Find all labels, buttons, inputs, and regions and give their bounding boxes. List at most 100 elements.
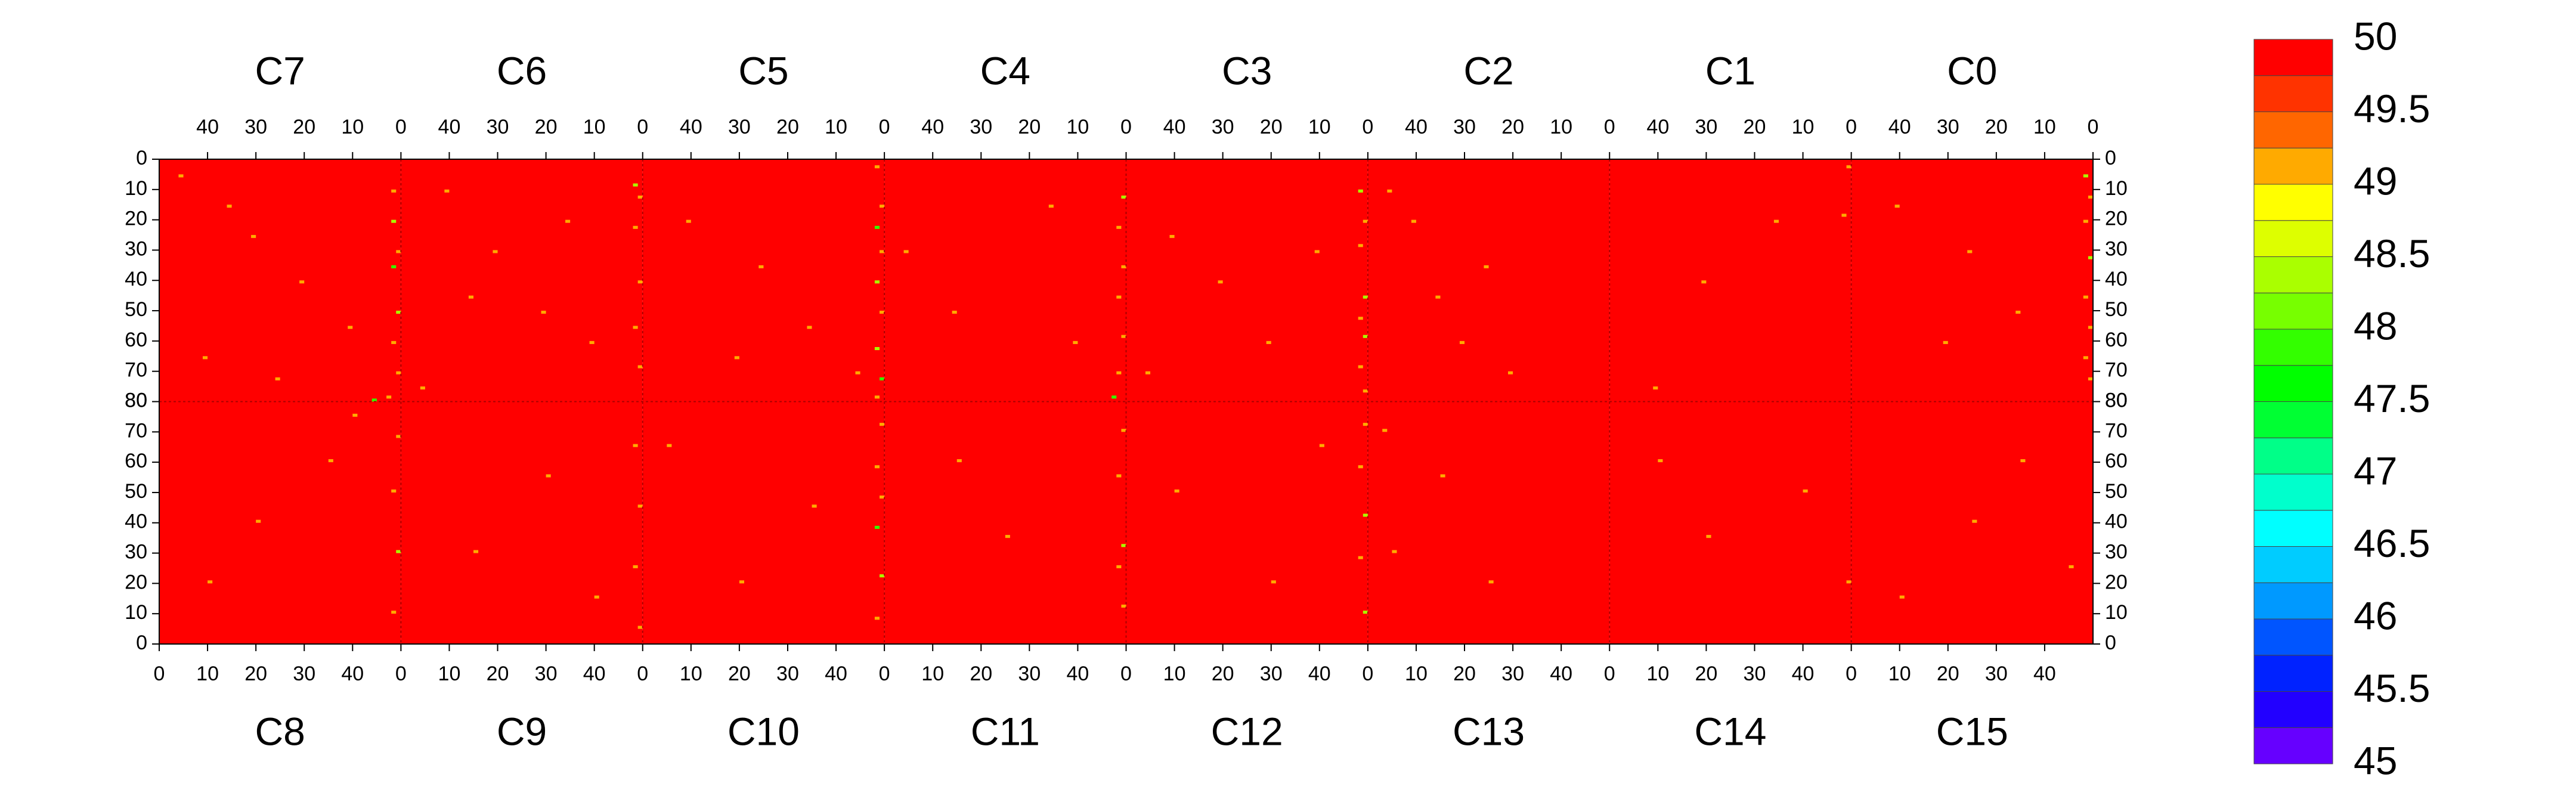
heat-cell [1121, 195, 1126, 199]
panel-background [159, 401, 401, 644]
heat-cell [396, 371, 401, 374]
heat-cell [874, 465, 880, 469]
panel-background [159, 159, 401, 402]
heat-cell [391, 219, 397, 223]
y-tick-label: 60 [2105, 329, 2128, 351]
y-tick-label: 40 [2105, 510, 2128, 533]
colorbar-band [2253, 401, 2333, 438]
panel-background [1367, 159, 1610, 402]
colorbar-label: 50 [2354, 14, 2397, 58]
panel-label: C11 [971, 709, 1040, 753]
heat-cell [1169, 235, 1175, 239]
y-tick-label: 60 [2105, 450, 2128, 472]
y-tick-label: 10 [125, 601, 147, 624]
y-tick-label: 80 [125, 389, 147, 411]
x-tick-label: 0 [1604, 116, 1615, 138]
heat-cell [1435, 295, 1441, 299]
panel-background [884, 159, 1126, 402]
x-tick-label: 20 [487, 662, 509, 685]
colorbar-label: 45 [2354, 738, 2397, 782]
x-tick-label: 30 [1744, 662, 1766, 685]
colorbar-band [2253, 546, 2333, 583]
y-tick-label: 40 [125, 510, 147, 533]
x-tick-label: 30 [970, 116, 992, 138]
heat-cell [371, 398, 377, 402]
x-tick-label: 10 [583, 116, 606, 138]
heat-cell [227, 205, 232, 208]
x-tick-label: 40 [921, 116, 944, 138]
x-tick-label: 40 [1405, 116, 1428, 138]
heat-cell [391, 489, 397, 493]
heat-cell [1803, 489, 1808, 493]
x-tick-label: 20 [1695, 662, 1717, 685]
heat-cell [1121, 544, 1126, 547]
x-tick-label: 40 [196, 116, 219, 138]
colorbar-band [2253, 655, 2333, 692]
y-tick-label: 0 [2105, 147, 2116, 169]
x-tick-label: 30 [728, 116, 751, 138]
heat-cell [633, 225, 638, 229]
heat-cell [1121, 429, 1126, 432]
heat-cell [208, 580, 213, 584]
heat-cell [880, 496, 885, 499]
x-tick-label: 40 [2033, 662, 2056, 685]
x-tick-label: 40 [1888, 116, 1911, 138]
panel-background [884, 401, 1126, 644]
heat-cell [880, 423, 885, 426]
heat-cell [1653, 386, 1658, 390]
y-tick-label: 10 [125, 177, 147, 200]
x-tick-label: 10 [1792, 116, 1815, 138]
panel-label: C2 [1463, 48, 1513, 92]
colorbar-band [2253, 329, 2333, 366]
x-tick-label: 20 [728, 662, 751, 685]
heat-cell [637, 626, 643, 629]
heat-cell [546, 474, 551, 478]
heat-cell [874, 395, 880, 399]
x-tick-label: 40 [341, 662, 364, 685]
heat-cell [1116, 371, 1122, 374]
colorbar-band [2253, 112, 2333, 148]
x-tick-label: 10 [1308, 116, 1331, 138]
x-tick-label: 0 [1362, 662, 1373, 685]
y-tick-label: 10 [2105, 601, 2128, 624]
colorbar-band [2253, 75, 2333, 112]
heat-cell [2083, 174, 2088, 178]
x-tick-label: 30 [293, 662, 315, 685]
y-tick-label: 80 [125, 389, 147, 411]
heat-cell [1967, 250, 1973, 253]
panel-label: C6 [497, 48, 547, 92]
heat-cell [1116, 565, 1122, 568]
heat-cell [667, 444, 672, 447]
heat-cell [633, 183, 638, 187]
heat-cell [396, 550, 401, 553]
panel-label: C15 [1936, 709, 2008, 753]
colorbar-band [2253, 691, 2333, 728]
heat-cell [2015, 311, 2021, 314]
x-tick-label: 30 [1937, 116, 1959, 138]
colorbar-label: 48.5 [2354, 231, 2430, 275]
y-tick-label: 30 [125, 541, 147, 564]
heat-cell [473, 550, 479, 553]
x-tick-label: 40 [583, 662, 606, 685]
colorbar-band [2253, 184, 2333, 221]
heat-cell [1116, 474, 1122, 478]
heat-cell [1773, 219, 1779, 223]
heat-cell [1111, 395, 1117, 399]
y-tick-label: 40 [125, 268, 147, 290]
y-tick-label: 30 [2105, 541, 2128, 564]
x-tick-label: 10 [921, 662, 944, 685]
x-tick-label: 10 [196, 662, 219, 685]
heat-cell [633, 565, 638, 568]
panel-background [1126, 401, 1368, 644]
heat-cell [686, 219, 691, 223]
x-tick-label: 40 [1550, 662, 1572, 685]
heat-cell [2069, 565, 2074, 568]
colorbar-band [2253, 39, 2333, 76]
y-tick-label: 80 [2105, 389, 2128, 411]
heat-cell [1701, 280, 1707, 284]
heat-cell [1314, 250, 1320, 253]
heat-cell [1363, 389, 1368, 393]
y-tick-label: 20 [2105, 571, 2128, 593]
colorbar-label: 46 [2354, 593, 2397, 637]
